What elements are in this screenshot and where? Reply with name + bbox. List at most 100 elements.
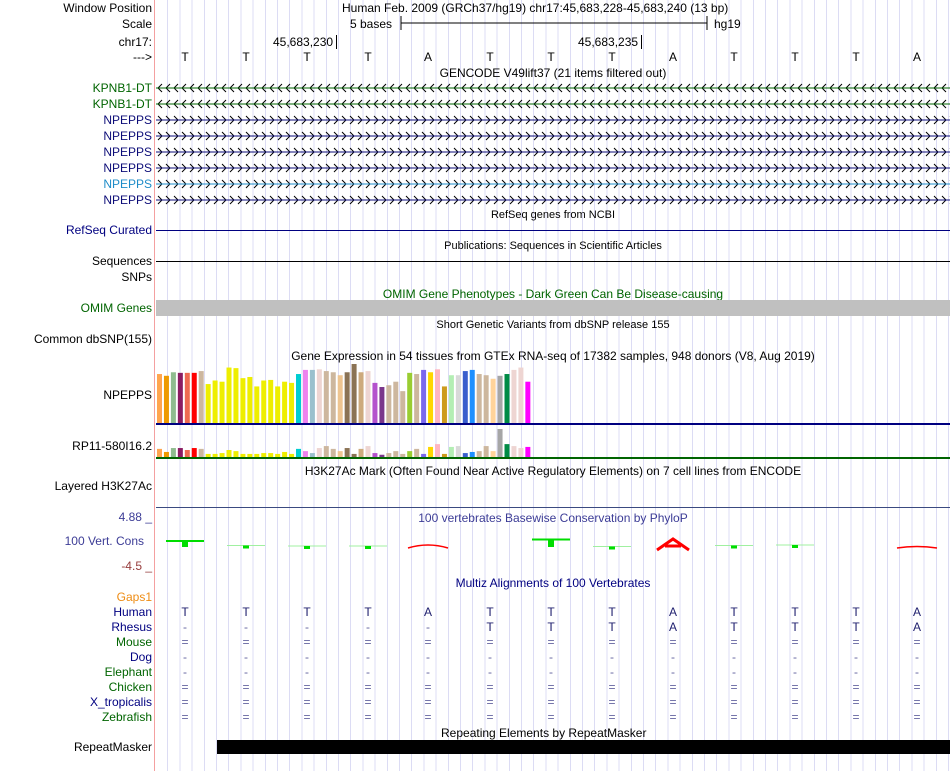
phylop-score-bar[interactable]: [243, 545, 249, 549]
phylop-score-mark[interactable]: [896, 545, 938, 549]
gtex-bar[interactable]: [428, 372, 434, 423]
gtex-bar[interactable]: [337, 451, 343, 457]
gencode-item-label[interactable]: NPEPPS: [103, 161, 152, 175]
gtex-bar[interactable]: [504, 374, 510, 423]
gencode-item-label[interactable]: KPNB1-DT: [92, 97, 152, 111]
gtex-bar[interactable]: [163, 451, 169, 457]
gtex-bar[interactable]: [518, 448, 524, 457]
gtex-bar[interactable]: [233, 368, 239, 423]
gtex-bar[interactable]: [448, 375, 454, 423]
publication-sequence-line[interactable]: [156, 261, 950, 262]
gtex-bar[interactable]: [261, 453, 267, 457]
gtex-bar[interactable]: [435, 444, 440, 457]
gtex-bar[interactable]: [302, 451, 308, 457]
gtex-bar[interactable]: [247, 376, 253, 423]
gtex-bar[interactable]: [316, 448, 322, 457]
gene-strand-line[interactable]: [156, 163, 950, 173]
gtex-bar[interactable]: [198, 371, 204, 423]
gtex-bar[interactable]: [240, 453, 246, 457]
species-label[interactable]: Mouse: [115, 635, 152, 649]
gtex-bar[interactable]: [448, 446, 454, 457]
gtex-bar[interactable]: [330, 372, 336, 423]
gtex-bar[interactable]: [275, 453, 281, 457]
species-label[interactable]: Human: [113, 605, 152, 619]
omim-feature-bar[interactable]: [156, 300, 950, 316]
gtex-bar[interactable]: [518, 367, 524, 423]
gtex-bar[interactable]: [289, 382, 295, 423]
gtex-bar[interactable]: [511, 369, 517, 423]
gtex-bar[interactable]: [400, 453, 406, 457]
gtex-bar[interactable]: [323, 371, 329, 423]
gtex-bar[interactable]: [282, 381, 288, 423]
gtex-bar[interactable]: [247, 453, 253, 457]
gtex-bar[interactable]: [511, 446, 517, 457]
gtex-bar[interactable]: [441, 386, 447, 423]
gtex-bar[interactable]: [226, 450, 232, 457]
gtex-bar[interactable]: [261, 380, 267, 423]
gtex-bar[interactable]: [157, 448, 162, 457]
gene-strand-line[interactable]: [156, 179, 950, 189]
species-label[interactable]: Rhesus: [111, 620, 152, 634]
gtex-bar[interactable]: [435, 369, 440, 423]
gtex-bar[interactable]: [323, 446, 329, 457]
gtex-bar[interactable]: [212, 380, 218, 423]
gtex-bar[interactable]: [282, 451, 288, 457]
species-label[interactable]: X_tropicalis: [89, 695, 152, 709]
gtex-bar[interactable]: [170, 448, 176, 457]
phylop-score-bar[interactable]: [365, 546, 371, 549]
refseq-track-label[interactable]: RefSeq Curated: [65, 223, 152, 237]
gtex-bar[interactable]: [184, 450, 190, 457]
gtex-bar[interactable]: [358, 448, 364, 457]
gtex-gene-label-2[interactable]: RP11-580I16.2: [72, 439, 152, 453]
gtex-bar[interactable]: [497, 375, 503, 423]
gtex-bar[interactable]: [177, 372, 183, 423]
gene-strand-line[interactable]: [156, 131, 950, 141]
gtex-bar[interactable]: [254, 453, 260, 457]
gtex-bar[interactable]: [198, 448, 204, 457]
gtex-bar[interactable]: [476, 374, 482, 423]
phylop-score-bar[interactable]: [304, 546, 310, 549]
gtex-bar[interactable]: [358, 372, 364, 423]
gtex-bar[interactable]: [372, 453, 378, 457]
gtex-chart-npepps[interactable]: [156, 362, 950, 426]
gtex-bar[interactable]: [226, 367, 232, 423]
dbsnp-track-label[interactable]: Common dbSNP(155): [33, 332, 152, 346]
gtex-bar[interactable]: [372, 382, 378, 423]
gtex-bar[interactable]: [441, 453, 447, 457]
species-label[interactable]: Elephant: [104, 665, 152, 679]
phylop-score-bar[interactable]: [792, 545, 798, 548]
gtex-bar[interactable]: [351, 453, 357, 457]
gtex-bar[interactable]: [309, 369, 315, 423]
gtex-bar[interactable]: [414, 374, 420, 423]
gtex-bar[interactable]: [400, 391, 406, 423]
gencode-item-label[interactable]: NPEPPS: [103, 145, 152, 159]
gtex-bar[interactable]: [191, 448, 197, 457]
gencode-item-label[interactable]: NPEPPS: [103, 113, 152, 127]
phylop-score-bar[interactable]: [609, 546, 615, 550]
gtex-bar[interactable]: [421, 453, 427, 457]
gtex-bar[interactable]: [163, 375, 169, 423]
gtex-bar[interactable]: [365, 446, 371, 457]
gtex-bar[interactable]: [365, 371, 371, 423]
gtex-bar[interactable]: [302, 369, 308, 423]
gencode-item-label[interactable]: NPEPPS: [103, 193, 152, 207]
gtex-bar[interactable]: [296, 448, 301, 457]
publications-track-label[interactable]: Sequences: [91, 254, 152, 268]
gtex-bar[interactable]: [525, 446, 531, 457]
phylop-score-bar[interactable]: [548, 539, 554, 548]
gtex-bar[interactable]: [268, 379, 274, 423]
gtex-bar[interactable]: [344, 448, 350, 457]
gtex-bar[interactable]: [469, 451, 475, 457]
gtex-bar[interactable]: [316, 369, 322, 423]
repeat-element-bar[interactable]: [217, 740, 950, 754]
phylop-score-mark[interactable]: [407, 544, 449, 549]
phylop-track-label[interactable]: 100 Vert. Cons: [64, 534, 144, 548]
gtex-bar[interactable]: [483, 375, 489, 423]
gtex-bar[interactable]: [428, 446, 434, 457]
gtex-bar[interactable]: [205, 453, 211, 457]
gtex-bar[interactable]: [254, 386, 260, 423]
gtex-bar[interactable]: [455, 375, 461, 423]
gtex-chart-rp11[interactable]: [156, 427, 950, 460]
phylop-score-mark[interactable]: [656, 537, 690, 552]
